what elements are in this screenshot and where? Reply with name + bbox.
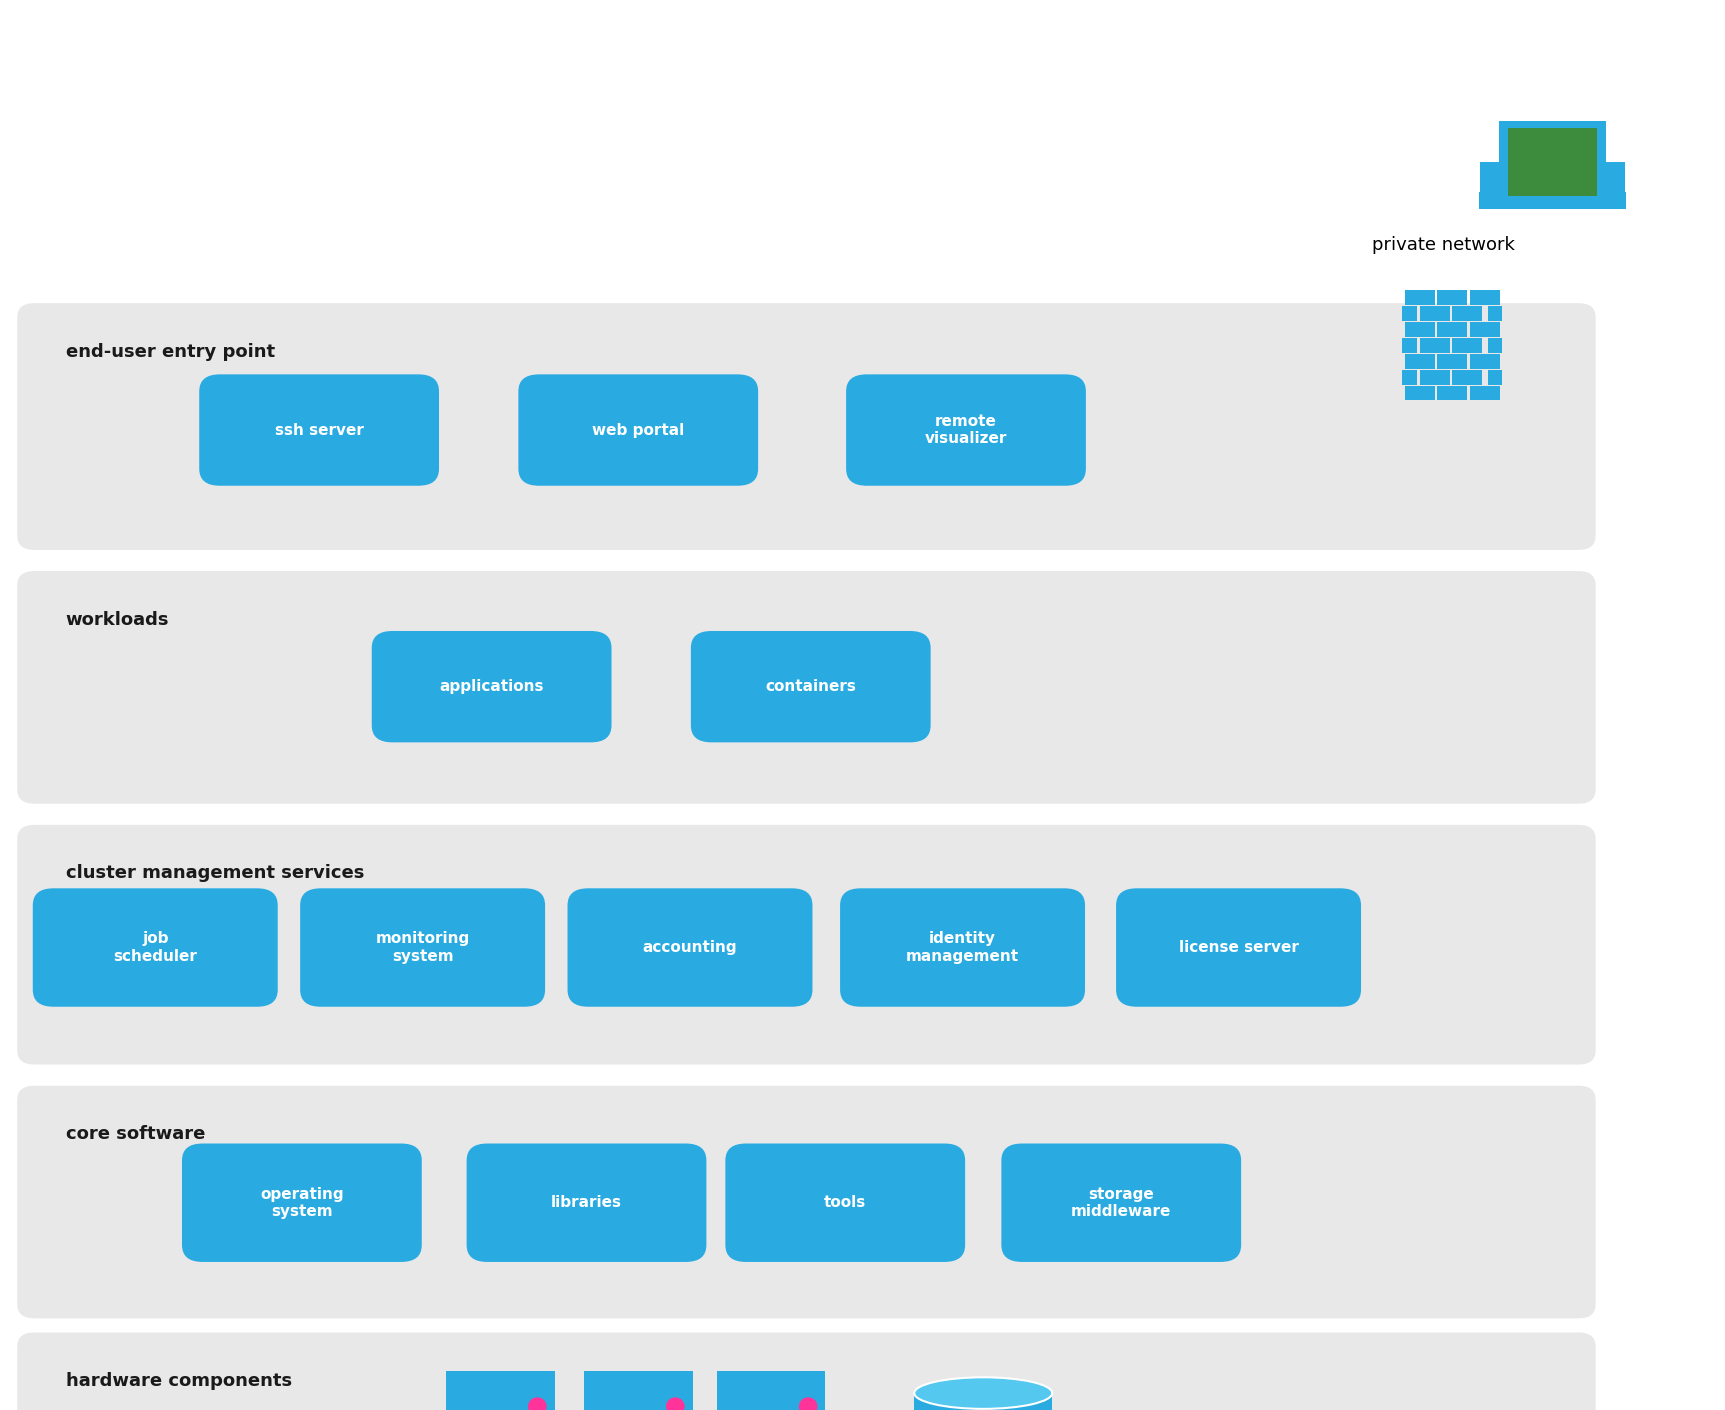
Ellipse shape [666, 1399, 683, 1410]
Bar [1402, 338, 1418, 352]
Ellipse shape [528, 1399, 545, 1410]
Bar [1487, 306, 1502, 321]
Text: identity
management: identity management [906, 932, 1019, 963]
Bar [1508, 128, 1597, 196]
Bar [1487, 369, 1502, 385]
Text: hardware components: hardware components [66, 1372, 292, 1390]
FancyBboxPatch shape [518, 374, 759, 485]
FancyBboxPatch shape [724, 1144, 966, 1262]
Bar [1452, 338, 1482, 352]
Bar [1437, 386, 1468, 400]
Ellipse shape [800, 1399, 818, 1410]
FancyBboxPatch shape [690, 632, 932, 742]
FancyBboxPatch shape [466, 1144, 707, 1262]
FancyBboxPatch shape [371, 632, 611, 742]
Bar [1470, 354, 1499, 368]
Bar [1478, 192, 1625, 209]
FancyBboxPatch shape [568, 888, 812, 1007]
Bar [1402, 369, 1418, 385]
FancyBboxPatch shape [17, 825, 1596, 1065]
FancyBboxPatch shape [33, 888, 278, 1007]
Bar [1470, 323, 1499, 337]
Bar [583, 1371, 692, 1410]
Bar [1404, 354, 1435, 368]
Bar [1402, 306, 1418, 321]
FancyBboxPatch shape [17, 303, 1596, 550]
Bar [1420, 338, 1449, 352]
Bar [1487, 338, 1502, 352]
Text: accounting: accounting [643, 940, 737, 955]
Bar [718, 1371, 825, 1410]
Text: tools: tools [825, 1196, 866, 1210]
Text: job
scheduler: job scheduler [114, 932, 197, 963]
FancyBboxPatch shape [200, 374, 438, 485]
Text: operating
system: operating system [260, 1187, 343, 1218]
Text: cluster management services: cluster management services [66, 864, 364, 883]
Text: private network: private network [1373, 235, 1515, 254]
FancyBboxPatch shape [181, 1144, 421, 1262]
Bar [1404, 386, 1435, 400]
FancyBboxPatch shape [1116, 888, 1361, 1007]
Bar [914, 1393, 1052, 1410]
Bar [1420, 306, 1449, 321]
Text: workloads: workloads [66, 611, 169, 629]
Bar [1437, 323, 1468, 337]
Text: ssh server: ssh server [274, 423, 364, 437]
Text: license server: license server [1178, 940, 1299, 955]
Bar [1404, 323, 1435, 337]
Text: web portal: web portal [592, 423, 685, 437]
Bar [1437, 354, 1468, 368]
Text: storage
middleware: storage middleware [1071, 1187, 1171, 1218]
Bar [1420, 369, 1449, 385]
Bar [1499, 121, 1606, 203]
Text: end-user entry point: end-user entry point [66, 343, 274, 361]
FancyBboxPatch shape [840, 888, 1085, 1007]
Text: monitoring
system: monitoring system [376, 932, 469, 963]
Bar [1470, 386, 1499, 400]
Bar [1404, 290, 1435, 305]
FancyBboxPatch shape [847, 374, 1087, 485]
Bar [1452, 369, 1482, 385]
Text: libraries: libraries [550, 1196, 623, 1210]
FancyBboxPatch shape [17, 571, 1596, 804]
Bar [1437, 290, 1468, 305]
Bar [1546, 155, 1559, 169]
Bar [1452, 306, 1482, 321]
Text: applications: applications [440, 680, 543, 694]
FancyBboxPatch shape [17, 1086, 1596, 1318]
Bar [1470, 290, 1499, 305]
FancyBboxPatch shape [1480, 162, 1625, 193]
FancyBboxPatch shape [1000, 1144, 1242, 1262]
Text: core software: core software [66, 1125, 205, 1144]
Bar [445, 1371, 554, 1410]
FancyBboxPatch shape [17, 1332, 1596, 1410]
Text: remote
visualizer: remote visualizer [925, 415, 1007, 446]
Text: containers: containers [766, 680, 856, 694]
Ellipse shape [914, 1378, 1052, 1409]
FancyBboxPatch shape [300, 888, 545, 1007]
